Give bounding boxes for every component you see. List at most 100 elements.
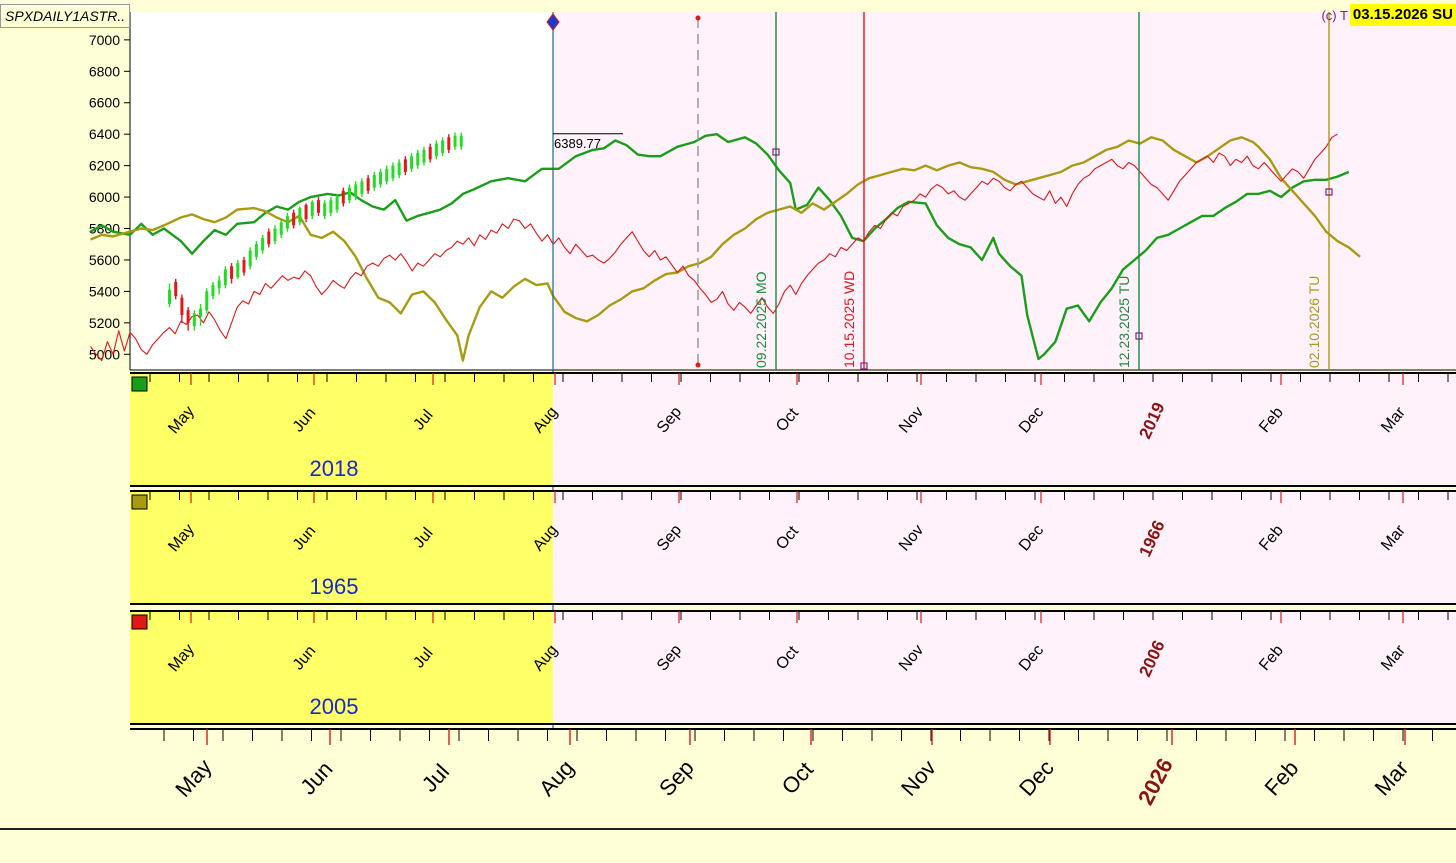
price-bar-body bbox=[347, 187, 351, 201]
projection-bottom-dot bbox=[695, 362, 701, 368]
price-bar-body bbox=[416, 153, 420, 166]
status-bar bbox=[0, 828, 1456, 860]
main-month-label: Oct bbox=[777, 757, 818, 799]
series-line-1965 bbox=[90, 136, 1361, 362]
panel-color-swatch bbox=[131, 614, 148, 630]
price-bar-body bbox=[341, 190, 345, 204]
price-bar-body bbox=[292, 212, 296, 226]
price-bar-body bbox=[267, 231, 271, 245]
copyright-label: (c) T bbox=[1321, 7, 1348, 23]
price-bar-body bbox=[192, 313, 196, 326]
price-bar-body bbox=[410, 156, 414, 169]
y-tick-label: 5200 bbox=[89, 315, 120, 331]
panel-history-area bbox=[130, 491, 553, 604]
price-bar-body bbox=[434, 143, 438, 157]
y-tick-label: 6800 bbox=[89, 63, 120, 79]
main-month-label: Dec bbox=[1014, 755, 1059, 801]
event-marker-box bbox=[1135, 332, 1143, 340]
y-tick-label: 5600 bbox=[89, 252, 120, 268]
main-month-label: Jun bbox=[295, 756, 337, 799]
price-bar-body bbox=[316, 200, 320, 213]
price-bar-body bbox=[379, 171, 383, 185]
panel-year: 2018 bbox=[310, 456, 359, 481]
current-date: 03.15.2026 SU bbox=[1349, 4, 1456, 26]
panel-color-swatch bbox=[131, 376, 148, 392]
price-bar-body bbox=[167, 289, 171, 304]
price-bar-body bbox=[236, 263, 240, 278]
main-month-label: Mar bbox=[1369, 756, 1413, 801]
y-tick-label: 6400 bbox=[89, 126, 120, 142]
price-bar-body bbox=[372, 175, 376, 188]
price-bar-body bbox=[391, 165, 395, 179]
price-bar-body bbox=[453, 135, 457, 147]
panel-history-area bbox=[130, 611, 553, 724]
price-bar-body bbox=[273, 228, 277, 242]
event-marker-box bbox=[860, 362, 868, 370]
panel-year: 1965 bbox=[310, 574, 359, 599]
price-bar-body bbox=[217, 280, 221, 289]
price-bar-body bbox=[403, 159, 407, 172]
price-bar-body bbox=[199, 308, 203, 317]
panel-forecast-area bbox=[553, 491, 1456, 604]
event-marker-label: 10.15.2025 WD bbox=[841, 271, 857, 368]
price-bar-body bbox=[285, 215, 289, 229]
price-bar-body bbox=[354, 184, 358, 198]
price-bar-body bbox=[211, 285, 215, 297]
price-bar-body bbox=[304, 204, 308, 220]
price-bar-body bbox=[310, 201, 314, 216]
price-bar-body bbox=[447, 137, 451, 150]
panel-color-swatch bbox=[131, 494, 148, 510]
event-marker-label: 12.23.2025 TU bbox=[1116, 276, 1132, 368]
current-date-box[interactable]: (c) T 03.15.2026 SU bbox=[1321, 4, 1456, 26]
price-bar-body bbox=[459, 135, 463, 147]
price-bar-body bbox=[261, 237, 265, 251]
price-bar-body bbox=[397, 162, 401, 176]
price-bar-body bbox=[242, 259, 246, 273]
event-marker-label: 09.22.2025 MO bbox=[753, 271, 769, 368]
projection-top-dot bbox=[695, 15, 701, 21]
y-tick-label: 5000 bbox=[89, 346, 120, 362]
price-bar-body bbox=[174, 281, 178, 297]
today-marker-icon bbox=[546, 13, 560, 31]
panel-history-area bbox=[130, 373, 553, 486]
panel-year: 2005 bbox=[310, 694, 359, 719]
series-line-2018 bbox=[89, 132, 1350, 361]
price-bar-body bbox=[360, 181, 364, 194]
price-bar-body bbox=[279, 222, 283, 235]
event-marker-box bbox=[1325, 188, 1333, 196]
price-bar-body bbox=[180, 297, 184, 315]
y-tick-label: 7000 bbox=[89, 32, 120, 48]
price-bar-body bbox=[254, 244, 258, 257]
price-bar-body bbox=[248, 250, 252, 267]
event-marker-label: 02.10.2026 TU bbox=[1306, 276, 1322, 368]
main-month-label: Jul bbox=[417, 759, 454, 797]
price-bar-body bbox=[298, 208, 302, 223]
panel-forecast-area bbox=[553, 373, 1456, 486]
main-year-label: 2026 bbox=[1133, 754, 1178, 809]
price-bar-body bbox=[366, 178, 370, 191]
price-bar-body bbox=[329, 200, 333, 213]
main-month-label: Feb bbox=[1259, 756, 1303, 801]
price-bar-body bbox=[223, 269, 227, 286]
price-bar-body bbox=[230, 266, 234, 279]
y-tick-label: 6200 bbox=[89, 158, 120, 174]
price-bar-body bbox=[422, 149, 426, 163]
price-bar-body bbox=[205, 291, 209, 311]
main-month-label: May bbox=[170, 754, 216, 802]
price-bar-body bbox=[385, 168, 389, 182]
price-bar-body bbox=[186, 310, 190, 323]
forecast-area bbox=[553, 12, 1456, 370]
symbol-label[interactable]: SPXDAILY1ASTR.. bbox=[0, 4, 131, 28]
panel-forecast-area bbox=[553, 611, 1456, 724]
y-tick-label: 6000 bbox=[89, 189, 120, 205]
event-marker-box bbox=[772, 148, 780, 156]
price-bar-body bbox=[428, 146, 432, 160]
main-month-label: Aug bbox=[534, 755, 579, 801]
price-bar-body bbox=[335, 197, 339, 210]
y-tick-label: 6600 bbox=[89, 95, 120, 111]
main-month-label: Nov bbox=[896, 755, 941, 801]
series-line-2005 bbox=[90, 133, 1338, 362]
main-month-label: Sep bbox=[654, 755, 699, 801]
